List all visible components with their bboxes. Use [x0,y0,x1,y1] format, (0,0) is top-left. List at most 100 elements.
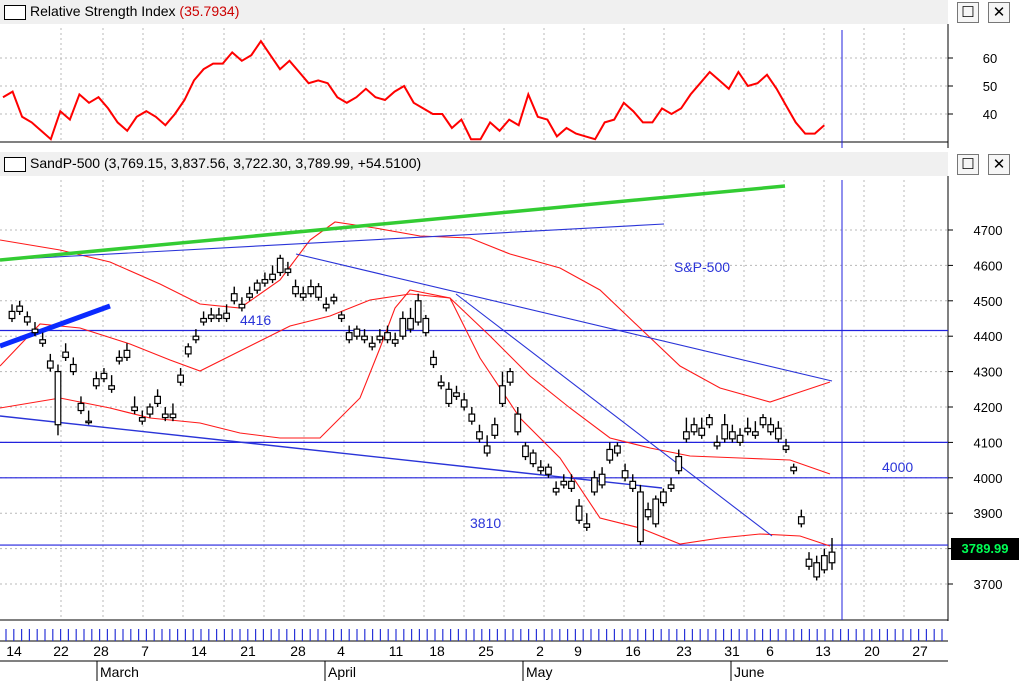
price-y-tick-label: 4000 [974,471,1003,486]
price-candle-body [698,427,706,436]
price-restore-button[interactable]: ☐ [957,154,979,175]
price-candle-body [491,424,499,436]
price-candle-body [813,562,821,578]
price-candle-body [361,335,368,341]
rsi-y-tick-label: 60 [983,51,997,66]
rsi-pane-indicator-box[interactable] [4,5,26,20]
price-candle-body [407,317,414,330]
price-candle-body [345,332,353,341]
date-axis-day-label: 22 [53,643,69,659]
price-candle-body [568,480,575,490]
date-axis-day-label: 4 [337,643,345,659]
price-candle-body [138,417,146,422]
price-candle-body [621,470,629,479]
close-icon: ✕ [992,4,1006,21]
price-candle-body [545,466,552,475]
price-candle-body [338,314,345,320]
price-candle-body [606,448,614,461]
price-candle-body [154,395,162,405]
price-candle-body [774,427,782,440]
date-axis-day-label: 14 [191,643,207,659]
price-candle-body [54,371,62,426]
date-axis-day-label: 7 [141,643,149,659]
price-candle-body [131,406,139,412]
price-candle-body [629,480,637,490]
price-candle-body [269,273,276,281]
price-candle-body [652,498,660,525]
price-candle-body [238,303,246,309]
price-candle-body [713,441,721,447]
price-close-button[interactable]: ✕ [988,154,1010,175]
price-candle-body [591,477,598,493]
price-candle-body [69,363,77,373]
price-candle-body [460,399,468,408]
price-y-tick-label: 4400 [974,329,1003,344]
price-candle-body [614,445,621,454]
price-middle-band [0,293,831,475]
price-candle-body [100,372,108,380]
price-candle-body [200,317,207,323]
date-axis-day-label: 25 [478,643,494,659]
price-candle-body [315,286,322,298]
price-candle-body [705,417,713,426]
price-candle-body [353,328,361,337]
price-candle-body [414,300,422,323]
price-candle-body [751,431,759,436]
date-axis-day-label: 9 [574,643,582,659]
date-axis-day-label: 21 [240,643,256,659]
price-pane-indicator-box[interactable] [4,157,26,172]
rsi-chart: 40 50 60 [0,24,997,148]
price-candle-body [23,316,31,323]
price-candle-body [92,378,100,387]
rsi-close-button[interactable]: ✕ [988,2,1010,23]
price-candle-body [85,420,93,424]
price-candle-body [77,402,85,412]
price-candle-body [307,286,315,295]
price-candle-body [499,385,506,405]
price-candle-body [797,516,805,525]
price-candle-body [728,431,736,440]
price-candle-body [299,293,307,298]
price-candle-body [368,342,376,348]
price-short-trendline [0,303,111,349]
price-pane-title-bar: SandP-500 (3,769.15, 3,837.56, 3,722.30,… [0,152,948,176]
rsi-line [2,39,825,141]
price-candle-body [192,335,200,341]
rsi-pane-title-bar: Relative Strength Index (35.7934) [0,0,948,24]
rsi-current-value: (35.7934) [179,3,240,19]
date-axis-day-label: 18 [429,643,445,659]
price-candle-body [667,484,675,490]
price-lower-band [0,289,831,547]
price-candle-body [330,296,338,302]
rsi-restore-button[interactable]: ☐ [957,2,979,23]
price-candle-body [437,381,445,387]
price-candle-body [637,491,644,543]
price-candle-body [514,413,522,433]
price-candle-body [537,466,545,472]
price-candle-body [422,317,430,334]
rsi-y-tick-label: 40 [983,107,997,122]
close-icon: ✕ [992,156,1006,173]
price-candle-body [391,339,399,344]
price-candle-body [253,282,261,291]
date-axis-day-label: 28 [93,643,109,659]
price-candle-body [675,455,683,472]
price-y-tick-label: 4700 [974,223,1003,238]
price-candle-body [123,349,131,359]
price-green-trendline [0,184,786,262]
price-y-tick-label: 4600 [974,258,1003,273]
price-candle-body [575,505,583,521]
date-axis-day-label: 27 [912,643,928,659]
price-candle-body [476,431,483,440]
price-candle-body [215,314,223,320]
price-y-tick-label: 3700 [974,577,1003,592]
price-candle-body [759,417,767,426]
rsi-pane-title: Relative Strength Index (35.7934) [30,3,239,19]
price-candle-body [468,413,476,422]
price-candle-body [721,424,729,440]
price-candle-body [384,332,391,341]
restore-icon: ☐ [961,156,975,173]
price-candle-body [560,480,568,486]
price-candle-body [506,371,514,383]
price-candle-body [292,286,299,295]
